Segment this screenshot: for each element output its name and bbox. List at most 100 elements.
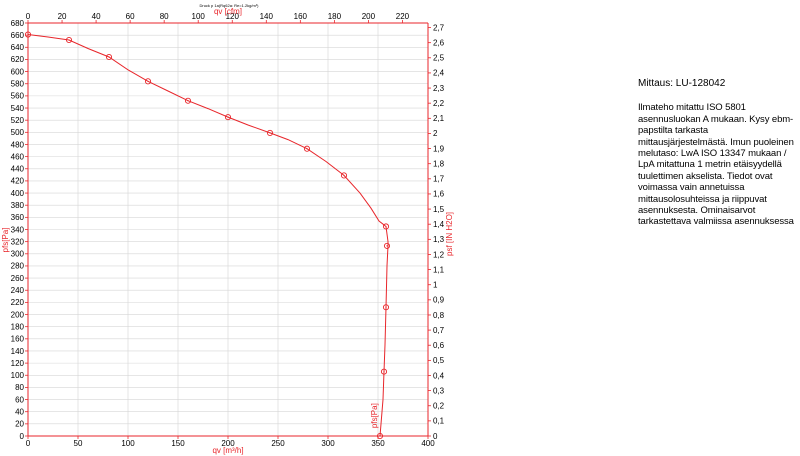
data-point-marker <box>383 242 391 249</box>
y-tick-label: 640 <box>11 43 25 52</box>
x-top-tick-label: 160 <box>294 12 308 21</box>
data-point-marker <box>224 114 232 121</box>
y-right-tick-label: 2,6 <box>433 38 445 47</box>
y-right-tick-label: 0 <box>433 432 438 441</box>
y-tick-label: 440 <box>11 165 25 174</box>
data-point-marker <box>303 145 311 152</box>
data-point-dot <box>385 225 387 228</box>
x-tick-label: 350 <box>371 439 385 448</box>
y-right-tick-label: 2,4 <box>433 69 445 78</box>
y-right-tick-label: 0,8 <box>433 311 445 320</box>
y-tick-label: 660 <box>11 31 25 40</box>
data-point-dot <box>306 148 308 150</box>
y-right-tick-label: 2,1 <box>433 114 445 123</box>
data-series: pfs[Pa] <box>24 31 391 440</box>
y-tick-label: 180 <box>11 322 25 331</box>
y-tick-label: 480 <box>11 140 25 149</box>
y-right-tick-label: 0,5 <box>433 356 445 365</box>
y-tick-label: 300 <box>11 250 25 259</box>
y-right-tick-label: 0,1 <box>433 417 445 426</box>
data-point-marker <box>144 78 152 85</box>
data-point-dot <box>343 174 345 177</box>
y-tick-label: 580 <box>11 80 25 89</box>
y-tick-label: 380 <box>11 201 25 210</box>
x-top-tick-label: 140 <box>260 12 274 21</box>
y-right-tick-label: 2,5 <box>433 54 445 63</box>
y-tick-label: 540 <box>11 104 25 113</box>
y-tick-label: 160 <box>11 335 25 344</box>
y-right-tick-label: 2,2 <box>433 99 445 108</box>
data-point-marker <box>382 223 390 230</box>
x-tick-label: 200 <box>221 439 235 448</box>
y-tick-label: 40 <box>15 408 24 417</box>
x-axis-label-top: qv [cfm] <box>214 7 242 16</box>
y-right-tick-label: 2,3 <box>433 84 445 93</box>
y-right-tick-label: 0,4 <box>433 371 445 380</box>
y-right-tick-label: 1,7 <box>433 175 445 184</box>
x-top-tick-label: 200 <box>362 12 376 21</box>
data-point-dot <box>68 39 70 41</box>
y-right-tick-label: 1,5 <box>433 205 445 214</box>
measurement-panel: Mittaus: LU-128042 Ilmateho mitattu ISO … <box>638 78 798 228</box>
y-tick-label: 260 <box>11 274 25 283</box>
x-tick-label: 50 <box>74 439 83 448</box>
header-note: Druck p 1a(Rq62a: Re=1.2kg/m³) <box>199 3 259 8</box>
y-right-tick-label: 0,9 <box>433 296 445 305</box>
y-tick-label: 0 <box>20 432 25 441</box>
data-point-dot <box>187 100 189 102</box>
measurement-title: Mittaus: LU-128042 <box>638 78 726 89</box>
data-point-marker <box>380 368 388 375</box>
y-tick-label: 420 <box>11 177 25 186</box>
y-right-tick-label: 1,3 <box>433 235 445 244</box>
data-point-dot <box>147 80 149 82</box>
y-right-tick-label: 1,8 <box>433 159 445 168</box>
data-point-marker <box>382 304 390 311</box>
y-tick-label: 120 <box>11 359 25 368</box>
x-top-tick-label: 60 <box>126 12 135 21</box>
data-point-dot <box>269 132 271 134</box>
data-point-marker <box>340 172 348 179</box>
y-right-tick-label: 1,6 <box>433 190 445 199</box>
y-tick-label: 60 <box>15 395 24 404</box>
y-right-tick-label: 1,2 <box>433 250 445 259</box>
data-point-dot <box>383 371 385 373</box>
x-top-tick-label: 220 <box>396 12 410 21</box>
data-point-marker <box>376 432 384 440</box>
series-label: pfs[Pa] <box>370 403 379 428</box>
x-tick-label: 150 <box>171 439 185 448</box>
y-right-tick-label: 1,4 <box>433 220 445 229</box>
y-tick-label: 320 <box>11 237 25 246</box>
data-point-dot <box>379 435 381 437</box>
y-right-tick-label: 0,3 <box>433 386 445 395</box>
x-axis-label-bottom: qv [m³/h] <box>212 446 243 455</box>
x-top-tick-label: 120 <box>226 12 240 21</box>
y-tick-label: 500 <box>11 128 25 137</box>
tick-labels: 0204060801001201401601802002202402602803… <box>11 12 445 448</box>
y-right-tick-label: 2 <box>433 129 438 138</box>
data-point-dot <box>27 33 29 36</box>
x-top-tick-label: 80 <box>160 12 169 21</box>
measurement-description: Ilmateho mitattu ISO 5801 asennusluokan … <box>638 102 794 228</box>
y-right-tick-label: 1,9 <box>433 144 445 153</box>
y-axis-label-right: psf [IN H2O] <box>445 212 454 256</box>
y-tick-label: 220 <box>11 298 25 307</box>
x-tick-label: 400 <box>421 439 435 448</box>
y-right-tick-label: 0,6 <box>433 341 445 350</box>
y-tick-label: 600 <box>11 67 25 76</box>
x-tick-label: 300 <box>321 439 335 448</box>
y-tick-label: 620 <box>11 55 25 64</box>
axes <box>25 20 431 439</box>
x-tick-label: 250 <box>271 439 285 448</box>
y-tick-label: 400 <box>11 189 25 198</box>
y-right-tick-label: 1 <box>433 281 438 290</box>
y-right-tick-label: 0,7 <box>433 326 445 335</box>
x-top-tick-label: 100 <box>192 12 206 21</box>
y-tick-label: 140 <box>11 347 25 356</box>
y-tick-label: 560 <box>11 92 25 101</box>
y-tick-label: 280 <box>11 262 25 271</box>
y-tick-label: 680 <box>11 19 25 28</box>
y-right-tick-label: 0,2 <box>433 402 445 411</box>
x-top-tick-label: 20 <box>58 12 67 21</box>
y-right-tick-label: 2,7 <box>433 23 445 32</box>
data-point-marker <box>184 97 192 104</box>
